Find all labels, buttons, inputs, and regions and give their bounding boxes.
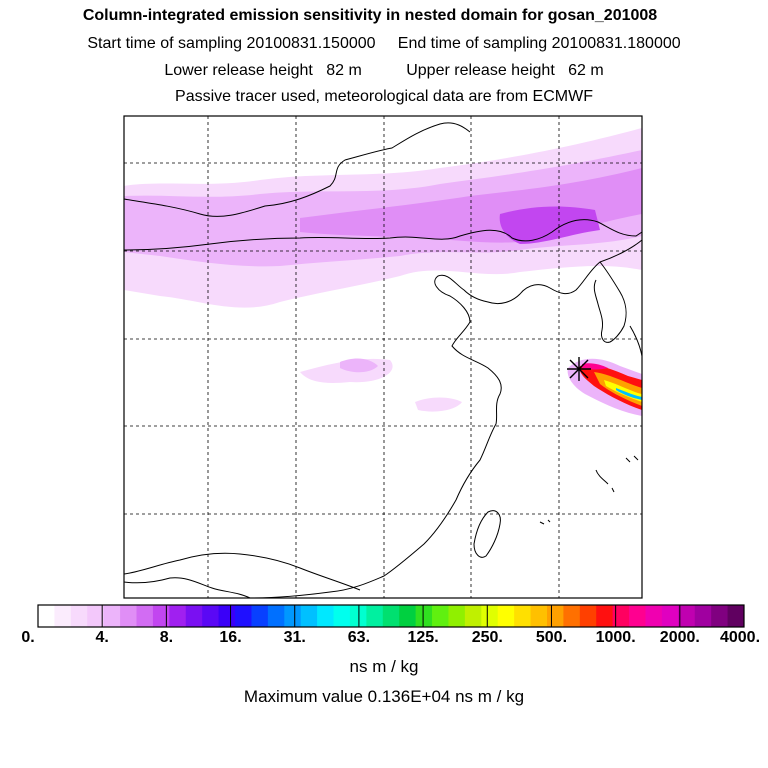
mongolia-china-border [124, 219, 642, 251]
colorbar-swatch [399, 605, 417, 627]
colorbar-swatch [218, 605, 236, 627]
colorbar-swatch [317, 605, 335, 627]
colorbar-swatch [415, 605, 433, 627]
colorbar-swatch [596, 605, 614, 627]
plume-receptor-cyan [616, 388, 642, 400]
tracer-info-line: Passive tracer used, meteorological data… [175, 88, 593, 105]
colorbar-swatch [284, 605, 302, 627]
colorbar-swatch [120, 605, 138, 627]
colorbar-swatch [38, 605, 55, 627]
release-height-line: Lower release height 82 m Upper release … [164, 62, 604, 79]
maximum-value-text: Maximum value 0.136E+04 ns m / kg [243, 687, 525, 706]
sensitivity-field [124, 128, 642, 416]
plot-title: Column-integrated emission sensitivity i… [82, 7, 658, 24]
north-border [124, 122, 471, 217]
colorbar-swatch [70, 605, 88, 627]
colorbar-swatch [546, 605, 564, 627]
colorbar-label: 1000. [595, 629, 636, 646]
colorbar-swatch [185, 605, 203, 627]
colorbar-swatch [202, 605, 220, 627]
hainan-boundary [124, 552, 361, 591]
colorbar-swatch [87, 605, 105, 627]
plume-patch-4 [170, 266, 260, 296]
plume-receptor-magenta [582, 363, 608, 370]
colorbar-swatch [54, 605, 72, 627]
colorbar [37, 604, 745, 628]
colorbar-swatch [727, 605, 745, 627]
colorbar-label: 31. [283, 629, 306, 646]
colorbar-label: 4000. [719, 629, 761, 646]
colorbar-swatch [152, 605, 170, 627]
plume-patch-3 [415, 397, 462, 412]
colorbar-swatch [464, 605, 482, 627]
colorbar-label: 16. [219, 629, 242, 646]
colorbar-label: 8. [159, 629, 174, 646]
colorbar-swatch [366, 605, 384, 627]
colorbar-swatch [382, 605, 400, 627]
plume-core-north [499, 206, 600, 244]
colorbar-swatch [629, 605, 646, 627]
colorbar-label: 0. [21, 629, 35, 646]
colorbar-label: 500. [535, 629, 568, 646]
japan-west-coast [629, 325, 642, 357]
colorbar-swatch [103, 605, 121, 627]
colorbar-label: 4. [95, 629, 109, 646]
colorbar-swatch [678, 605, 696, 627]
star-cross-icon [567, 357, 591, 381]
colorbar-label: 2000. [659, 629, 700, 646]
korea-coast [593, 261, 627, 343]
colorbar-swatch [169, 605, 187, 627]
colorbar-label: 63. [347, 629, 371, 646]
colorbar-swatch [333, 605, 351, 627]
coastlines-and-borders [124, 122, 642, 598]
colorbar-swatch [267, 605, 285, 627]
plume-patch-2 [340, 358, 378, 373]
colorbar-label: 125. [407, 629, 439, 646]
colorbar-swatch [612, 605, 630, 627]
colorbar-swatch [661, 605, 679, 627]
colorbar-swatch [694, 605, 712, 627]
colorbar-swatch [514, 605, 532, 627]
colorbar-frame [37, 604, 745, 628]
colorbar-swatch [432, 605, 449, 627]
china-coast [249, 239, 642, 598]
colorbar-swatch [563, 605, 581, 627]
ryukyu-islands [595, 469, 615, 493]
colorbar-swatch [530, 605, 548, 627]
colorbar-swatch [251, 605, 269, 627]
colorbar-swatch [481, 605, 499, 627]
colorbar-swatch [448, 605, 466, 627]
sampling-time-line: Start time of sampling 20100831.150000 E… [87, 35, 681, 52]
lat-lon-grid [124, 116, 642, 598]
colorbar-swatch [497, 605, 515, 627]
colorbar-label: 250. [471, 629, 503, 646]
vietnam-border [124, 577, 251, 598]
colorbar-swatch [645, 605, 663, 627]
colorbar-swatch [136, 605, 154, 627]
taiwan-island [473, 510, 501, 558]
colorbar-swatch [235, 605, 252, 627]
map-frame [123, 115, 643, 599]
colorbar-swatch [579, 605, 597, 627]
colorbar-swatch [300, 605, 318, 627]
colorbar-swatch [711, 605, 729, 627]
small-islands [539, 455, 639, 525]
colorbar-units: ns m / kg [349, 657, 419, 676]
